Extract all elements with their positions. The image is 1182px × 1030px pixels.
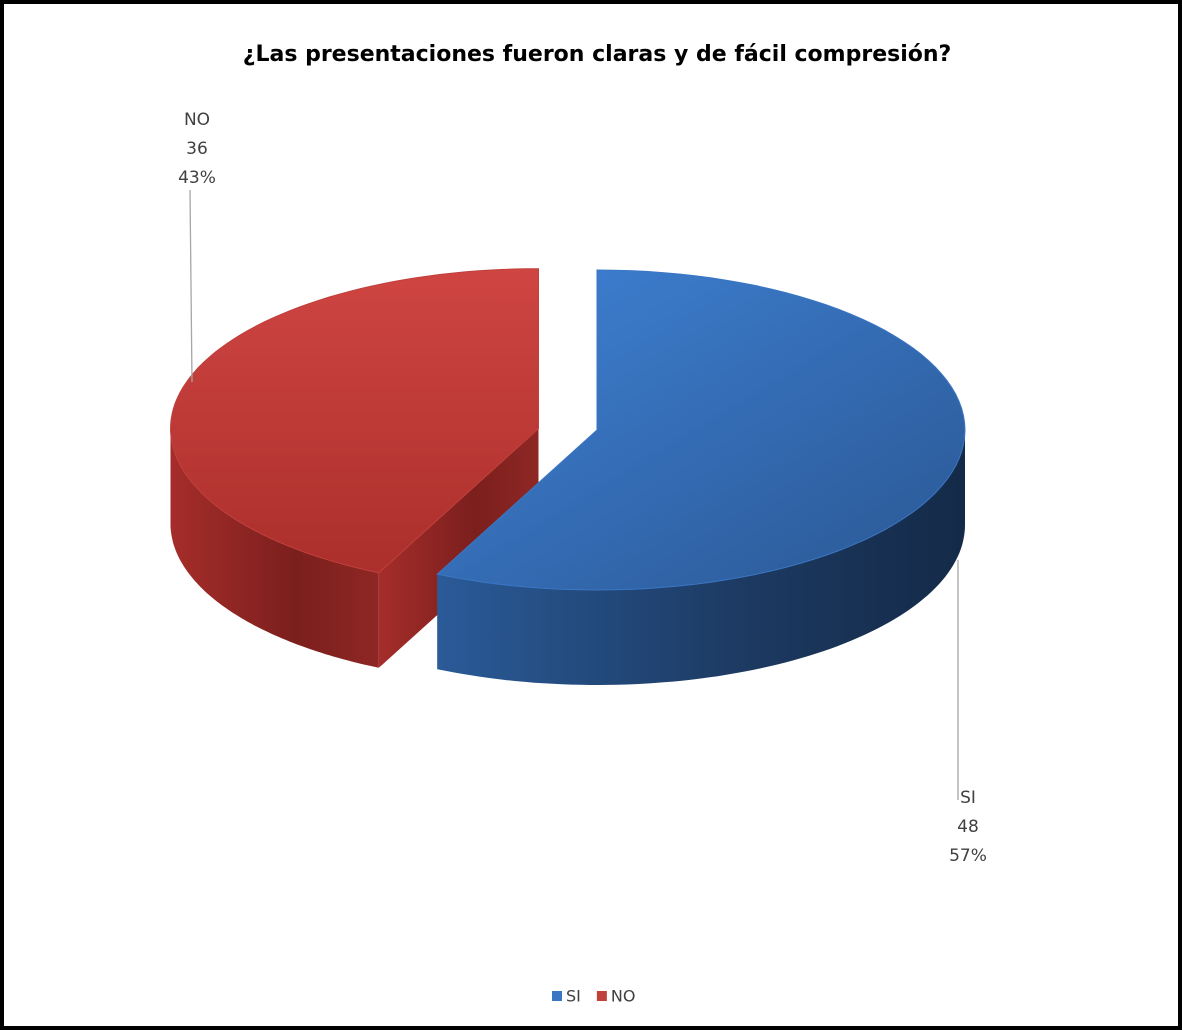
chart-title: ¿Las presentaciones fueron claras y de f… <box>243 42 952 67</box>
data-label-name: SI <box>960 788 976 808</box>
data-label-percent: 57% <box>949 846 987 866</box>
leader-line <box>189 189 193 383</box>
legend-swatch <box>596 991 607 1001</box>
slice-top <box>169 268 539 574</box>
legend-label: SI <box>566 987 581 1006</box>
slice-side <box>170 428 379 668</box>
data-label-percent: 43% <box>178 168 216 188</box>
legend-swatch <box>552 991 562 1001</box>
data-label-name: NO <box>184 110 210 130</box>
data-label-value: 48 <box>957 817 979 837</box>
legend-label: NO <box>611 987 636 1006</box>
slice-side <box>437 430 965 685</box>
slice-cut-face <box>378 428 539 668</box>
data-label-value: 36 <box>186 139 208 159</box>
slice-top <box>436 269 966 591</box>
